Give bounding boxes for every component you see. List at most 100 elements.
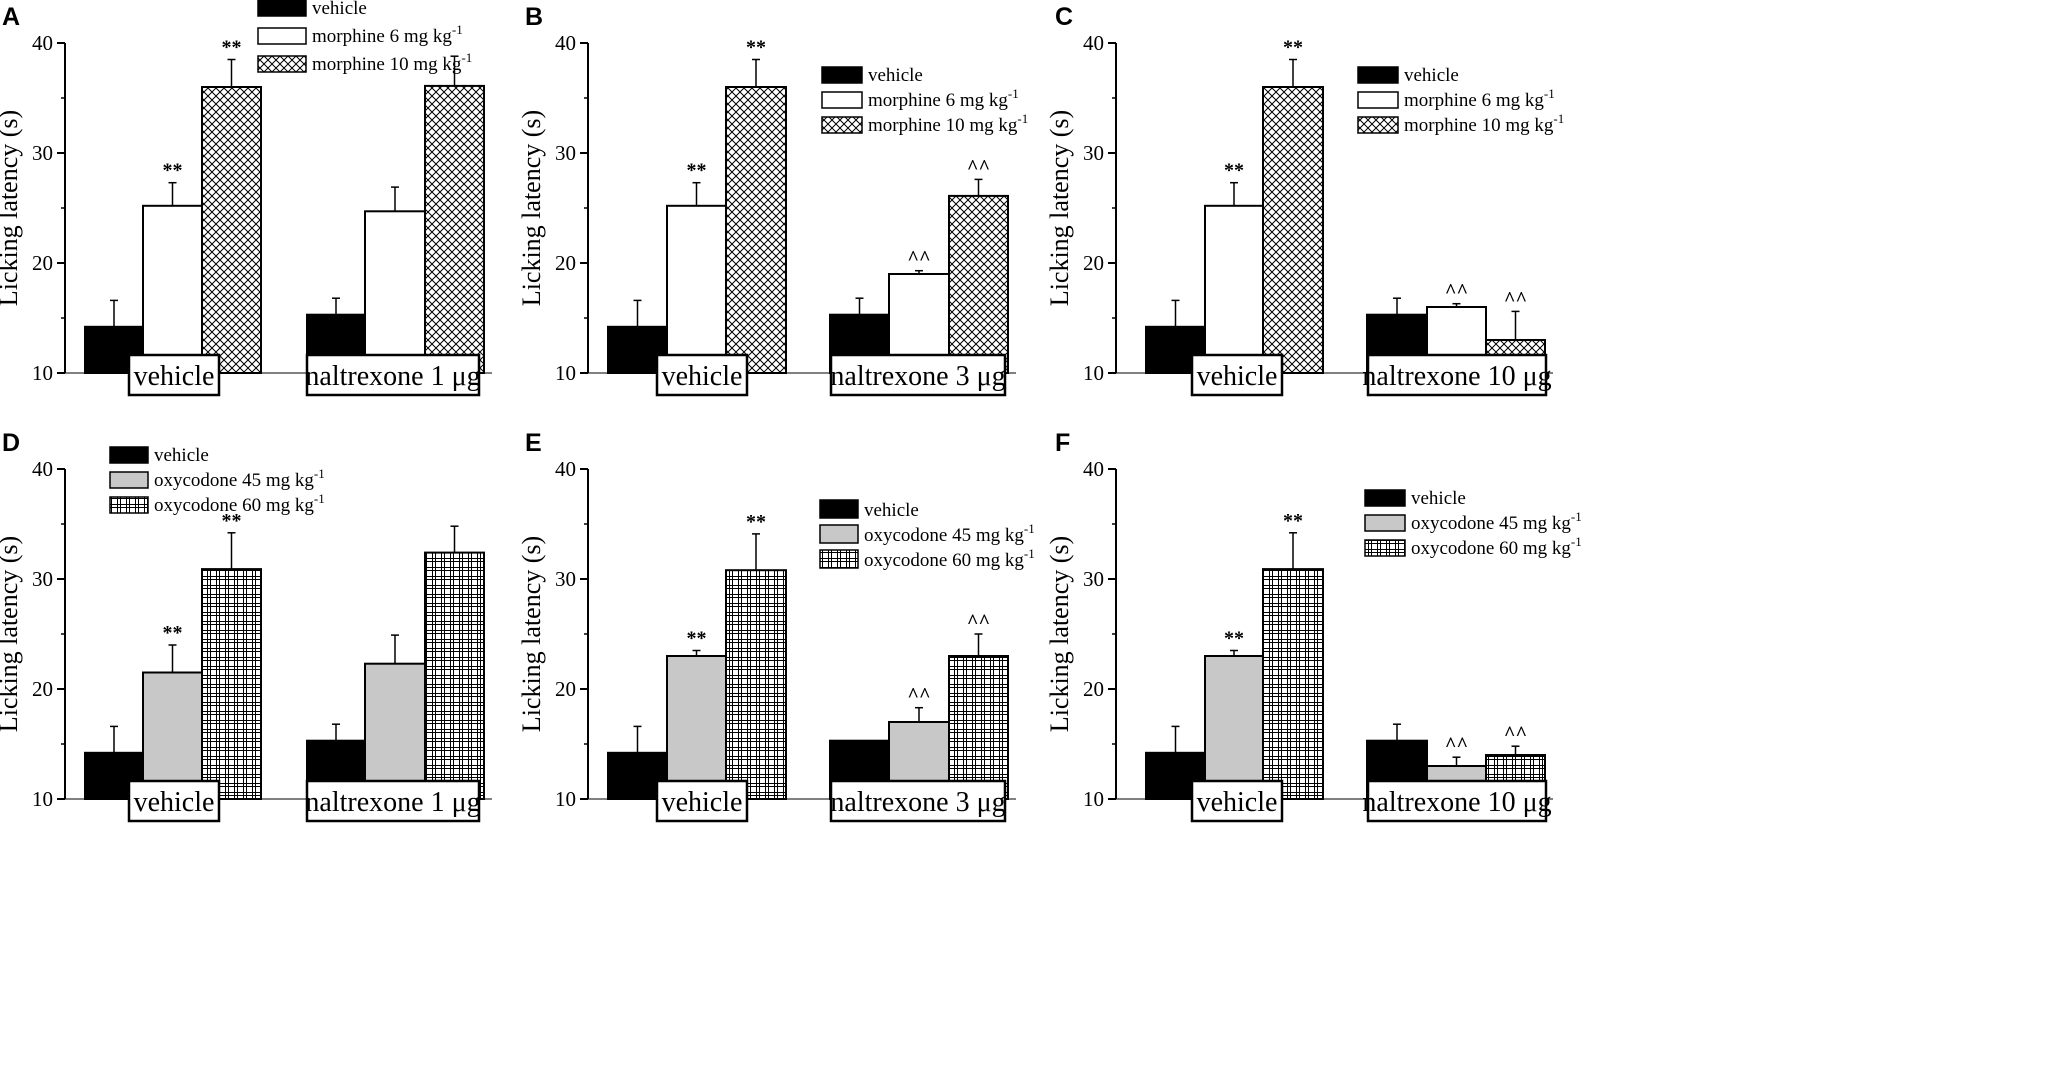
group-label: naltrexone 10 μg — [1362, 361, 1551, 392]
y-axis-label: Licking latency (s) — [0, 536, 23, 732]
y-tick-label: 20 — [32, 251, 53, 275]
panel-letter: B — [525, 3, 543, 31]
legend-label-oxycodone-60-mg-kg: oxycodone 60 mg kg-1 — [864, 546, 1035, 571]
y-tick-label: 40 — [1083, 31, 1104, 55]
panel-f: F 10 20 30 40 Licking latency (s) ** ** ^^ ^^ vehi… — [1045, 429, 1582, 823]
y-axis-label: Licking latency (s) — [517, 536, 546, 732]
legend-label-oxycodone-45-mg-kg: oxycodone 45 mg kg-1 — [154, 466, 325, 491]
y-tick-label: 40 — [555, 31, 576, 55]
significance-marker: ** — [1283, 37, 1303, 59]
significance-marker: ** — [687, 160, 707, 182]
panel-b: B 10 20 30 40 Licking latency (s) ** ** ^^ ^^ vehi… — [517, 3, 1028, 397]
significance-marker: ** — [163, 160, 183, 182]
legend-label-oxycodone-45-mg-kg: oxycodone 45 mg kg-1 — [864, 521, 1035, 546]
legend-swatch-oxycodone-60-mg-kg — [819, 549, 859, 569]
bar-morphine-6-mg-kg-vehicle — [142, 204, 203, 374]
legend-swatch-morphine-10-mg-kg — [1357, 116, 1399, 134]
legend-label-morphine-6-mg-kg: morphine 6 mg kg-1 — [1404, 86, 1555, 111]
legend-label-morphine-10-mg-kg: morphine 10 mg kg-1 — [1404, 111, 1564, 136]
panel-e: E 10 20 30 40 Licking latency (s) ** ** ^^ ^^ vehi… — [517, 429, 1035, 823]
bar-oxycodone-60-mg-kg-vehicle — [1262, 568, 1324, 800]
significance-marker: ^^ — [907, 685, 930, 707]
group-label-box — [1190, 353, 1284, 397]
y-tick-label: 40 — [1083, 457, 1104, 481]
significance-marker: ^^ — [967, 156, 990, 178]
significance-marker: ^^ — [1445, 734, 1468, 756]
y-tick-label: 20 — [555, 677, 576, 701]
group-label-box — [655, 779, 749, 823]
bar-morphine-10-mg-kg-naltrexone — [424, 84, 485, 375]
legend-label-oxycodone-60-mg-kg: oxycodone 60 mg kg-1 — [1411, 534, 1582, 559]
y-tick-label: 10 — [32, 787, 53, 811]
legend-swatch-morphine-10-mg-kg — [821, 116, 863, 134]
bar-morphine-10-mg-kg-vehicle — [201, 86, 262, 374]
legend-label-vehicle: vehicle — [864, 500, 919, 521]
bar-morphine-6-mg-kg-naltrexone — [364, 210, 426, 374]
y-tick-label: 10 — [32, 361, 53, 385]
significance-marker: ^^ — [907, 248, 930, 270]
legend-label-vehicle: vehicle — [154, 445, 209, 466]
group-label: vehicle — [662, 361, 743, 392]
y-tick-label: 20 — [555, 251, 576, 275]
group-label: naltrexone 1 μg — [305, 361, 480, 392]
significance-marker: ^^ — [967, 611, 990, 633]
significance-marker: ** — [222, 37, 242, 59]
group-label-box — [829, 779, 1007, 823]
group-label-box — [829, 353, 1007, 397]
legend-label-morphine-10-mg-kg: morphine 10 mg kg-1 — [868, 111, 1028, 136]
significance-marker: ** — [1283, 510, 1303, 532]
y-tick-label: 30 — [1083, 141, 1104, 165]
bar-oxycodone-45-mg-kg-vehicle — [666, 655, 727, 800]
panel-letter: E — [525, 429, 542, 457]
y-tick-label: 20 — [1083, 251, 1104, 275]
y-tick-label: 30 — [32, 567, 53, 591]
y-tick-label: 10 — [555, 787, 576, 811]
y-tick-label: 10 — [1083, 361, 1104, 385]
bar-oxycodone-45-mg-kg-naltrexone — [364, 662, 426, 801]
group-label: naltrexone 3 μg — [830, 361, 1005, 392]
bar-morphine-6-mg-kg-vehicle — [666, 204, 727, 374]
group-label: vehicle — [1197, 361, 1278, 392]
y-axis-label: Licking latency (s) — [0, 110, 23, 306]
legend-label-vehicle: vehicle — [1411, 488, 1466, 509]
significance-marker: ^^ — [1445, 281, 1468, 303]
group-label-box — [1366, 353, 1548, 397]
group-label: naltrexone 10 μg — [1362, 787, 1551, 818]
significance-marker: ^^ — [1504, 288, 1527, 310]
group-label-box — [305, 779, 481, 823]
group-label-box — [127, 353, 221, 397]
group-label-box — [305, 353, 481, 397]
legend-swatch-morphine-6-mg-kg — [821, 91, 863, 109]
group-label: vehicle — [662, 787, 743, 818]
significance-marker: ** — [222, 510, 242, 532]
significance-marker: ** — [1224, 628, 1244, 650]
bar-oxycodone-60-mg-kg-vehicle — [201, 568, 262, 800]
group-label: vehicle — [134, 787, 215, 818]
group-label-box — [127, 779, 221, 823]
group-label: vehicle — [134, 361, 215, 392]
significance-marker: ** — [746, 37, 766, 59]
y-tick-label: 30 — [555, 141, 576, 165]
panel-c: C 10 20 30 40 Licking latency (s) ** ** ^^ ^^ vehi… — [1045, 3, 1564, 397]
legend-swatch-oxycodone-45-mg-kg — [819, 524, 859, 544]
legend-swatch-morphine-6-mg-kg — [257, 27, 307, 45]
legend-label-oxycodone-45-mg-kg: oxycodone 45 mg kg-1 — [1411, 509, 1582, 534]
y-tick-label: 20 — [32, 677, 53, 701]
legend-swatch-oxycodone-60-mg-kg — [109, 496, 149, 514]
group-label-box — [1366, 779, 1548, 823]
significance-marker: ^^ — [1504, 723, 1527, 745]
legend-swatch-vehicle — [1357, 66, 1399, 84]
group-label-box — [655, 353, 749, 397]
y-tick-label: 30 — [1083, 567, 1104, 591]
y-tick-label: 20 — [1083, 677, 1104, 701]
bar-oxycodone-45-mg-kg-vehicle — [1204, 655, 1264, 800]
y-axis-label: Licking latency (s) — [1045, 536, 1074, 732]
legend-label-vehicle: vehicle — [868, 65, 923, 86]
y-axis-label: Licking latency (s) — [517, 110, 546, 306]
